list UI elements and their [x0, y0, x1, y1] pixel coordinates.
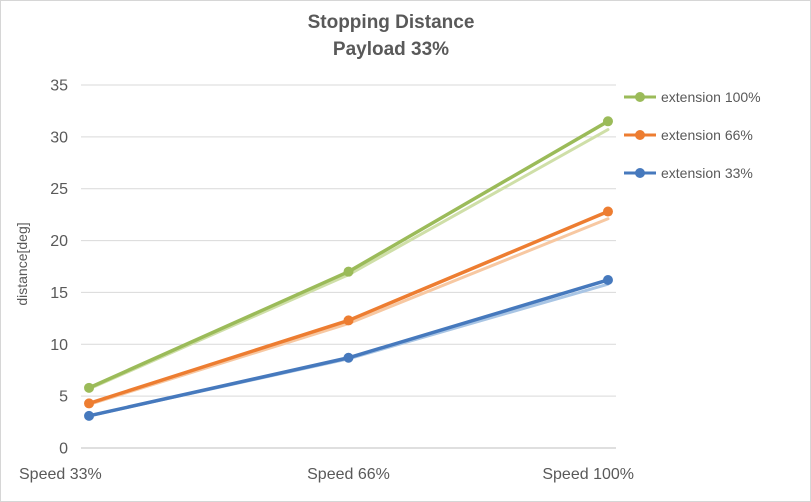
legend-marker-icon: [624, 92, 656, 102]
y-tick-label: 35: [50, 78, 68, 95]
x-tick-label: Speed 100%: [542, 466, 634, 483]
y-tick-label: 20: [50, 233, 68, 250]
data-point-marker: [343, 315, 354, 326]
series-extension-33-: [84, 274, 613, 421]
chart-title-line1: Stopping Distance: [307, 12, 475, 33]
y-tick-label: 30: [50, 129, 68, 146]
data-point-marker: [602, 206, 613, 217]
legend-label: extension 100%: [661, 89, 761, 105]
data-point-marker: [602, 274, 613, 285]
legend-item-extension-66-: extension 66%: [623, 127, 761, 143]
legend-item-extension-33-: extension 33%: [623, 165, 761, 181]
x-tick-label: Speed 33%: [19, 466, 102, 483]
data-point-marker: [343, 352, 354, 363]
data-point-marker: [84, 410, 95, 421]
y-tick-label: 15: [50, 285, 68, 302]
series-extension-66-: [84, 206, 613, 409]
data-point-marker: [84, 398, 95, 409]
y-tick-label: 0: [59, 441, 68, 458]
legend-item-extension-100-: extension 100%: [623, 89, 761, 105]
y-tick-label: 5: [59, 389, 68, 406]
legend-marker-icon: [624, 130, 656, 140]
chart-title: Stopping Distance Payload 33%: [81, 9, 701, 63]
chart-title-line2: Payload 33%: [332, 39, 450, 60]
y-axis-title: distance[deg]: [14, 222, 30, 306]
legend-label: extension 66%: [661, 127, 753, 143]
series-extension-100-: [84, 116, 613, 393]
y-tick-label: 10: [50, 337, 68, 354]
x-axis-tick-labels: Speed 33% Speed 66% Speed 100%: [19, 466, 634, 483]
data-point-marker: [343, 266, 354, 277]
y-tick-label: 25: [50, 181, 68, 198]
legend-marker-icon: [624, 168, 656, 178]
data-point-marker: [84, 382, 95, 393]
gridlines: [81, 84, 616, 449]
chart-legend: extension 100% extension 66% extension 33%: [623, 89, 761, 181]
data-point-marker: [602, 116, 613, 127]
legend-label: extension 33%: [661, 165, 753, 181]
y-axis-tick-labels: 0 5 10 15 20 25 30 35: [50, 78, 68, 458]
x-tick-label: Speed 66%: [307, 466, 390, 483]
